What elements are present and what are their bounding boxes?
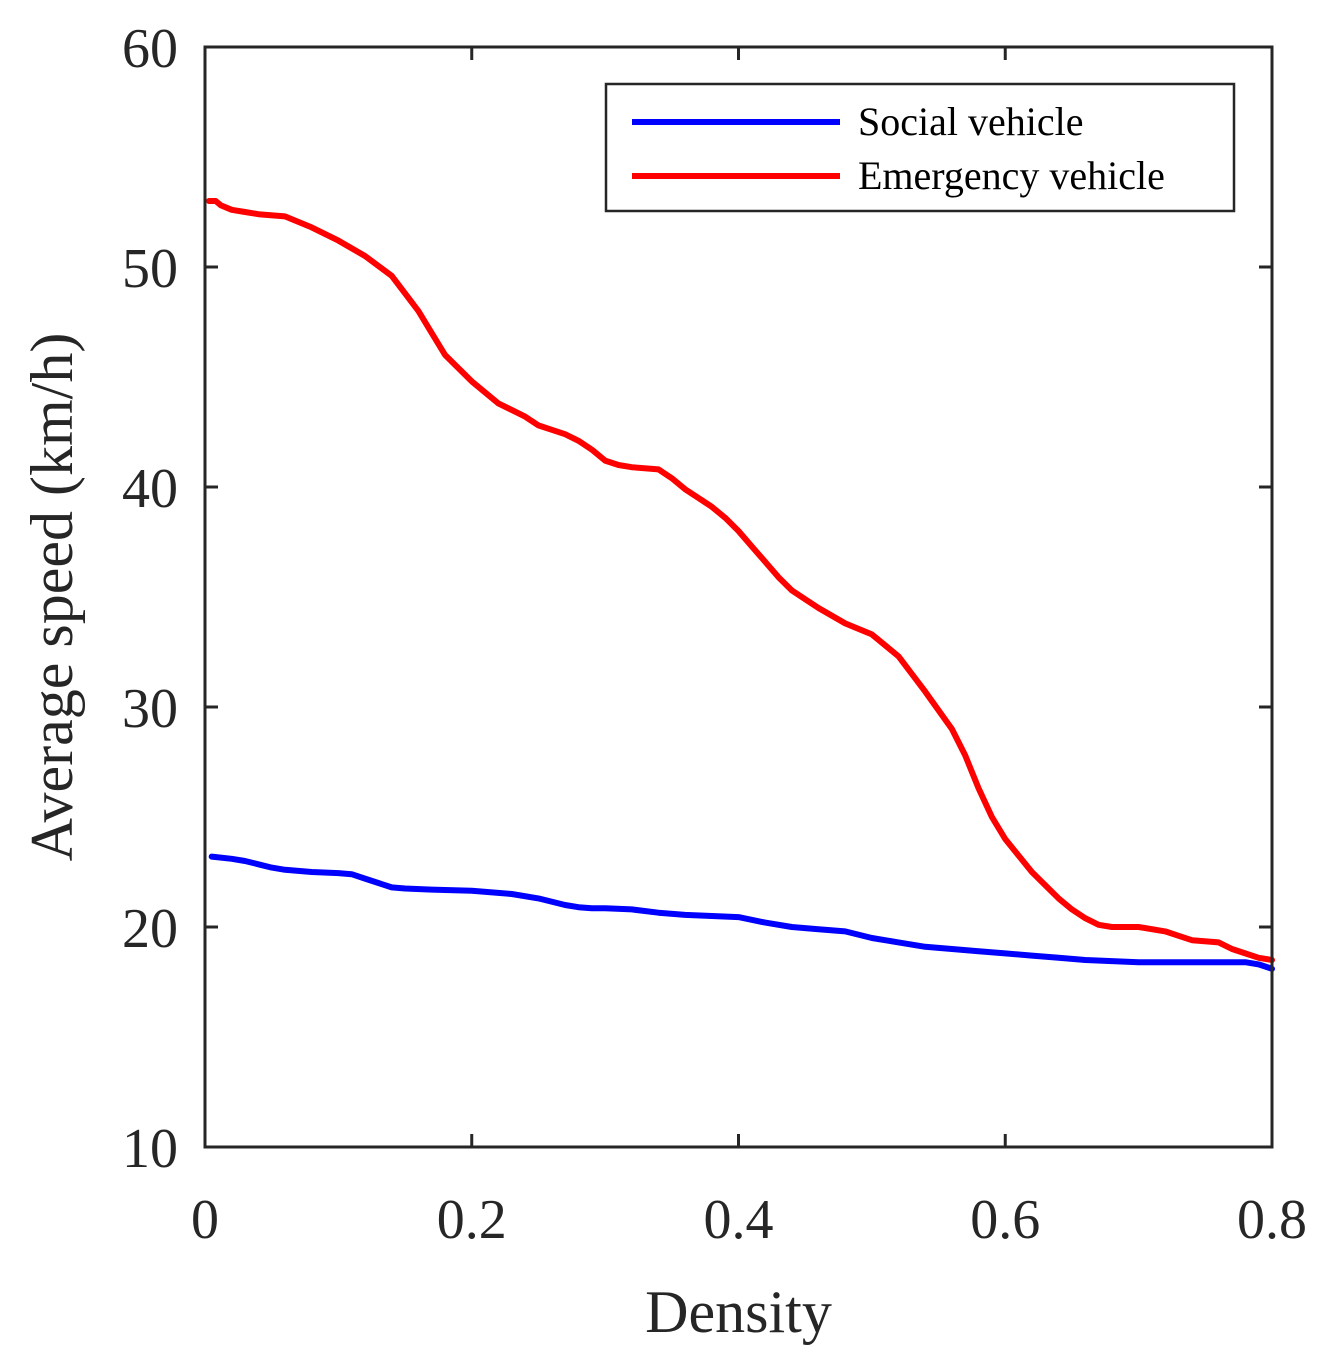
series-line-emergency-vehicle [206, 198, 1275, 963]
legend-label-social-vehicle: Social vehicle [858, 99, 1083, 144]
tick-labels-layer: 0 0.2 0.4 0.6 0.8 10 20 30 40 50 60 [122, 18, 1307, 1251]
legend-label-emergency-vehicle: Emergency vehicle [858, 153, 1165, 198]
y-tick-label: 50 [122, 238, 178, 300]
series-layer [206, 198, 1275, 972]
y-tick-label: 60 [122, 18, 178, 80]
x-tick-label: 0.6 [970, 1189, 1040, 1251]
series-line-social-vehicle [208, 853, 1275, 972]
y-axis-title: Average speed (km/h) [19, 333, 85, 862]
x-tick-label: 0.8 [1237, 1189, 1307, 1251]
x-tick-label: 0.2 [437, 1189, 507, 1251]
ticks-layer [203, 45, 1274, 1149]
x-tick-label: 0 [191, 1189, 219, 1251]
y-tick-label: 30 [122, 678, 178, 740]
x-axis-title: Density [645, 1279, 832, 1345]
y-tick-label: 20 [122, 898, 178, 960]
x-tick-label: 0.4 [704, 1189, 774, 1251]
legend: Social vehicle Emergency vehicle [604, 82, 1236, 213]
y-tick-label: 10 [122, 1118, 178, 1180]
legend-box [604, 82, 1236, 213]
y-tick-label: 40 [122, 458, 178, 520]
